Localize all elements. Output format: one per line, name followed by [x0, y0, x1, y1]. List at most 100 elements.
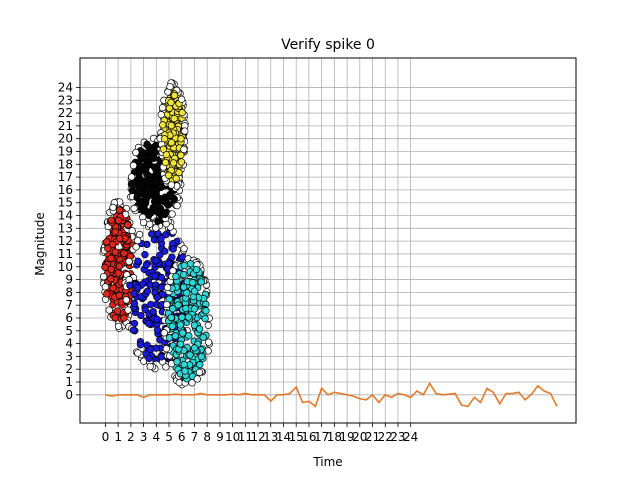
y-axis-label: Magnitude	[33, 212, 47, 276]
y-tick-label: 3	[65, 349, 73, 363]
scatter-point	[186, 351, 194, 359]
scatter-point	[160, 329, 168, 337]
scatter-point	[186, 260, 195, 268]
y-tick-label: 5	[65, 324, 73, 338]
scatter-point	[175, 168, 183, 177]
scatter-point	[101, 263, 109, 271]
scatter-point	[197, 278, 205, 286]
scatter-point	[145, 319, 153, 328]
scatter-point	[107, 254, 115, 262]
scatter-point	[167, 121, 176, 130]
scatter-point	[114, 322, 123, 330]
scatter-point	[159, 145, 168, 153]
scatter-point	[156, 251, 164, 259]
scatter-point	[154, 217, 162, 225]
scatter-point	[178, 313, 186, 321]
y-tick-label: 12	[58, 234, 73, 248]
y-tick-label: 22	[58, 106, 73, 120]
scatter-point	[140, 201, 148, 209]
scatter-point	[163, 300, 171, 309]
scatter-point	[107, 265, 115, 274]
scatter-point	[130, 289, 138, 298]
scatter-point	[109, 284, 117, 292]
scatter-point	[174, 301, 182, 309]
scatter-point	[172, 272, 180, 281]
scatter-point	[133, 168, 141, 176]
scatter-point	[201, 314, 209, 323]
y-tick-label: 15	[58, 196, 73, 210]
x-tick-label: 2	[127, 430, 135, 444]
x-tick-label: 20	[352, 430, 367, 444]
x-tick-label: 13	[263, 430, 278, 444]
scatter-point	[120, 249, 128, 257]
y-tick-label: 1	[65, 375, 73, 389]
scatter-point	[99, 272, 108, 281]
scatter-point	[180, 245, 188, 253]
y-tick-label: 6	[65, 311, 73, 325]
scatter-point	[159, 121, 167, 129]
scatter-point	[133, 193, 141, 202]
y-tick-label: 11	[58, 247, 73, 261]
scatter-point	[125, 257, 133, 266]
x-axis-label: Time	[312, 455, 342, 469]
y-tick-label: 7	[65, 298, 73, 312]
scatter-point	[170, 91, 179, 100]
scatter-point	[168, 253, 176, 261]
scatter-point	[176, 340, 185, 348]
scatter-point	[111, 314, 119, 322]
scatter-point	[183, 289, 191, 297]
scatter-point	[196, 361, 204, 369]
scatter-point	[168, 305, 177, 313]
scatter-point	[132, 148, 140, 157]
scatter-point	[143, 140, 151, 148]
scatter-point	[101, 283, 110, 291]
scatter-point	[177, 95, 186, 103]
x-tick-label: 0	[102, 430, 110, 444]
scatter-point	[141, 251, 149, 259]
scatter-point	[173, 202, 181, 210]
scatter-point	[126, 281, 134, 289]
scatter-points	[99, 79, 213, 389]
scatter-point	[180, 145, 188, 154]
scatter-point	[167, 98, 175, 107]
scatter-point	[157, 111, 165, 119]
x-tick-label: 22	[378, 430, 393, 444]
scatter-point	[153, 201, 162, 210]
scatter-point	[157, 353, 165, 361]
x-tick-label: 16	[301, 430, 316, 444]
x-tick-label: 8	[203, 430, 211, 444]
scatter-point	[111, 228, 119, 236]
scatter-point	[188, 279, 197, 287]
scatter-point	[169, 159, 178, 167]
scatter-point	[190, 344, 199, 352]
scatter-point	[190, 321, 199, 329]
scatter-point	[114, 216, 123, 225]
scatter-point	[143, 176, 152, 185]
scatter-point	[195, 368, 204, 376]
scatter-point	[177, 158, 186, 166]
scatter-point	[195, 325, 204, 333]
line-series	[105, 381, 558, 408]
scatter-point	[130, 299, 139, 308]
x-tick-label: 7	[191, 430, 199, 444]
scatter-point	[151, 178, 160, 187]
scatter-point	[152, 224, 160, 232]
x-tick-label: 15	[289, 430, 304, 444]
scatter-point	[190, 287, 199, 295]
scatter-point	[158, 104, 167, 112]
scatter-point	[173, 358, 181, 366]
scatter-point	[141, 305, 149, 314]
scatter-point	[130, 204, 138, 213]
y-tick-label: 18	[58, 157, 73, 171]
x-tick-label: 1	[114, 430, 122, 444]
scatter-point	[167, 313, 175, 322]
scatter-point	[136, 188, 145, 196]
scatter-point	[180, 360, 188, 369]
scatter-point	[134, 257, 142, 265]
scatter-point	[146, 362, 154, 371]
scatter-point	[149, 307, 157, 316]
x-tick-label: 4	[152, 430, 160, 444]
scatter-point	[178, 329, 187, 337]
scatter-point	[177, 135, 185, 143]
